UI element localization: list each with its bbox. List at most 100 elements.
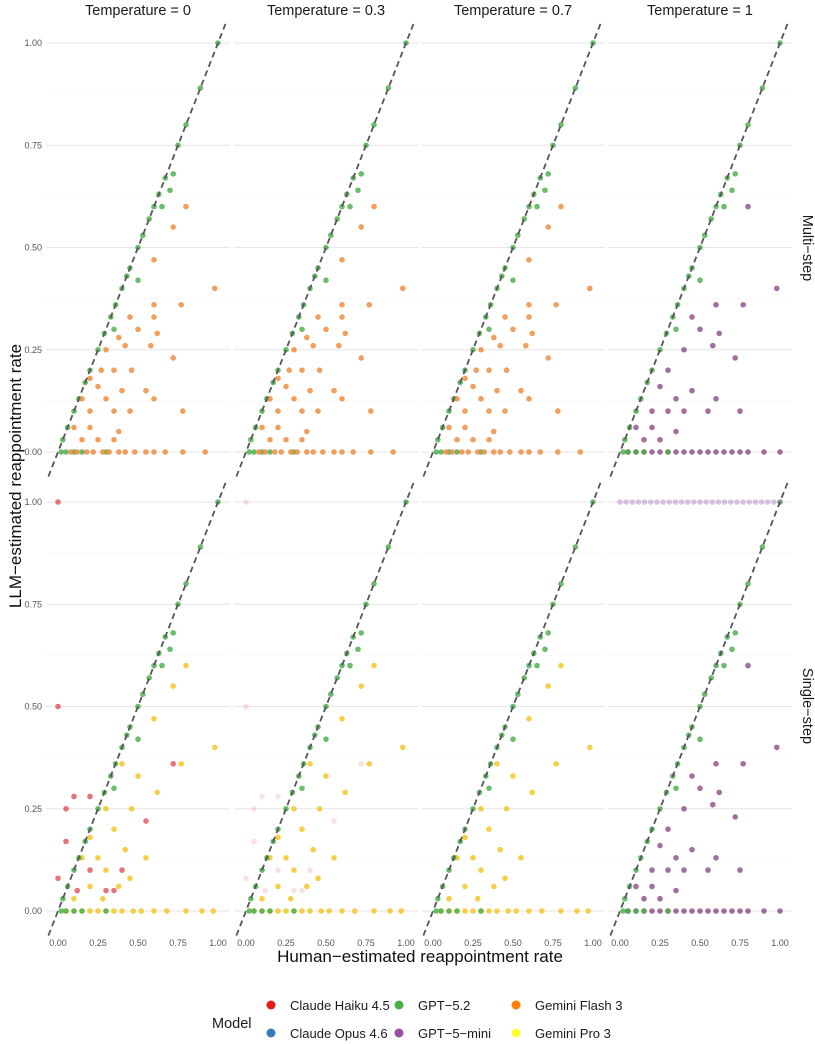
- data-point: [740, 760, 746, 767]
- data-point: [339, 301, 345, 308]
- data-point: [641, 908, 647, 914]
- data-point: [529, 330, 535, 337]
- data-point: [390, 449, 397, 455]
- data-point: [673, 396, 679, 402]
- data-point: [151, 301, 157, 308]
- data-point: [705, 449, 711, 455]
- data-point: [681, 805, 687, 812]
- data-point: [689, 773, 695, 779]
- data-point: [689, 908, 695, 914]
- data-point: [635, 499, 642, 505]
- y-tick-label: 0.75: [24, 599, 42, 609]
- data-point: [737, 867, 743, 873]
- data-point: [170, 630, 176, 636]
- data-point: [371, 203, 377, 210]
- data-point: [577, 449, 583, 455]
- data-point: [657, 436, 663, 443]
- data-point: [318, 908, 325, 914]
- data-point: [545, 171, 551, 177]
- data-point: [475, 449, 481, 455]
- data-point: [135, 736, 141, 743]
- data-point: [243, 703, 249, 710]
- data-point: [470, 436, 476, 443]
- x-tick-label: 0.75: [357, 938, 375, 948]
- data-point: [523, 342, 529, 349]
- data-point: [510, 736, 516, 743]
- data-point: [135, 773, 141, 779]
- data-point: [291, 805, 297, 812]
- data-point: [673, 887, 679, 894]
- data-point: [336, 342, 342, 349]
- data-point: [657, 383, 663, 390]
- data-point: [494, 908, 500, 914]
- data-point: [111, 408, 117, 414]
- y-tick-label: 0.00: [24, 447, 42, 457]
- data-point: [689, 387, 695, 394]
- data-point: [178, 301, 184, 308]
- data-point: [170, 355, 176, 361]
- data-point: [454, 396, 460, 402]
- data-point: [737, 908, 743, 914]
- data-point: [368, 449, 374, 455]
- data-point: [641, 449, 647, 455]
- y-tick-label: 0.75: [24, 140, 42, 150]
- data-point: [154, 330, 160, 337]
- reference-line: [422, 481, 602, 936]
- data-point: [558, 203, 564, 210]
- data-point: [459, 449, 465, 455]
- data-point: [291, 396, 297, 402]
- data-point: [510, 277, 516, 284]
- data-point: [366, 301, 373, 308]
- data-point: [331, 818, 337, 824]
- x-tick-label: 0.50: [129, 938, 147, 948]
- data-point: [111, 436, 117, 443]
- data-point: [486, 367, 492, 374]
- data-point: [526, 301, 532, 308]
- y-tick-label: 0.25: [24, 804, 42, 814]
- reference-line: [47, 481, 227, 936]
- data-point: [478, 908, 484, 914]
- data-point: [752, 499, 759, 505]
- legend-label: Gemini Pro 3: [535, 1026, 611, 1041]
- data-point: [633, 908, 639, 914]
- data-point: [275, 375, 281, 382]
- data-point: [259, 793, 265, 800]
- data-point: [299, 785, 305, 792]
- legend: Model Claude Haiku 4.5 Claude Opus 4.6 GPT…: [212, 998, 622, 1041]
- data-point: [251, 805, 257, 812]
- data-point: [689, 846, 695, 853]
- data-point: [505, 908, 512, 914]
- data-point: [299, 436, 305, 443]
- legend-label: Claude Haiku 4.5: [290, 998, 390, 1013]
- data-point: [288, 895, 294, 902]
- data-point: [721, 499, 728, 505]
- data-point: [555, 449, 561, 455]
- data-point: [366, 760, 373, 767]
- data-point: [299, 367, 305, 374]
- data-point: [323, 277, 329, 284]
- data-point: [246, 449, 252, 455]
- data-point: [709, 499, 716, 505]
- data-point: [649, 908, 655, 914]
- data-point: [537, 449, 543, 455]
- data-point: [275, 408, 281, 414]
- data-point: [98, 367, 104, 374]
- panels-layer: 0.00 0.25 0.50 0.75 1.00 0.00 0.25 0.50 0.75 1.00…: [24, 22, 792, 948]
- data-point: [732, 171, 738, 177]
- x-tick-label: 1.00: [209, 938, 227, 948]
- legend-swatch: [266, 1028, 276, 1038]
- data-point: [497, 342, 504, 349]
- data-point: [740, 499, 746, 505]
- panel-r2-c3: 0.00 0.25 0.50 0.75 1.00: [421, 481, 605, 948]
- data-point: [79, 436, 85, 443]
- data-point: [443, 449, 449, 455]
- data-point: [697, 499, 703, 505]
- data-point: [352, 908, 358, 914]
- data-point: [339, 908, 345, 914]
- data-point: [497, 449, 504, 455]
- data-point: [727, 499, 734, 505]
- data-point: [470, 855, 476, 861]
- data-point: [649, 449, 655, 455]
- x-axis-title: Human−estimated reappointment rate: [277, 947, 563, 966]
- legend-swatch: [511, 1000, 521, 1010]
